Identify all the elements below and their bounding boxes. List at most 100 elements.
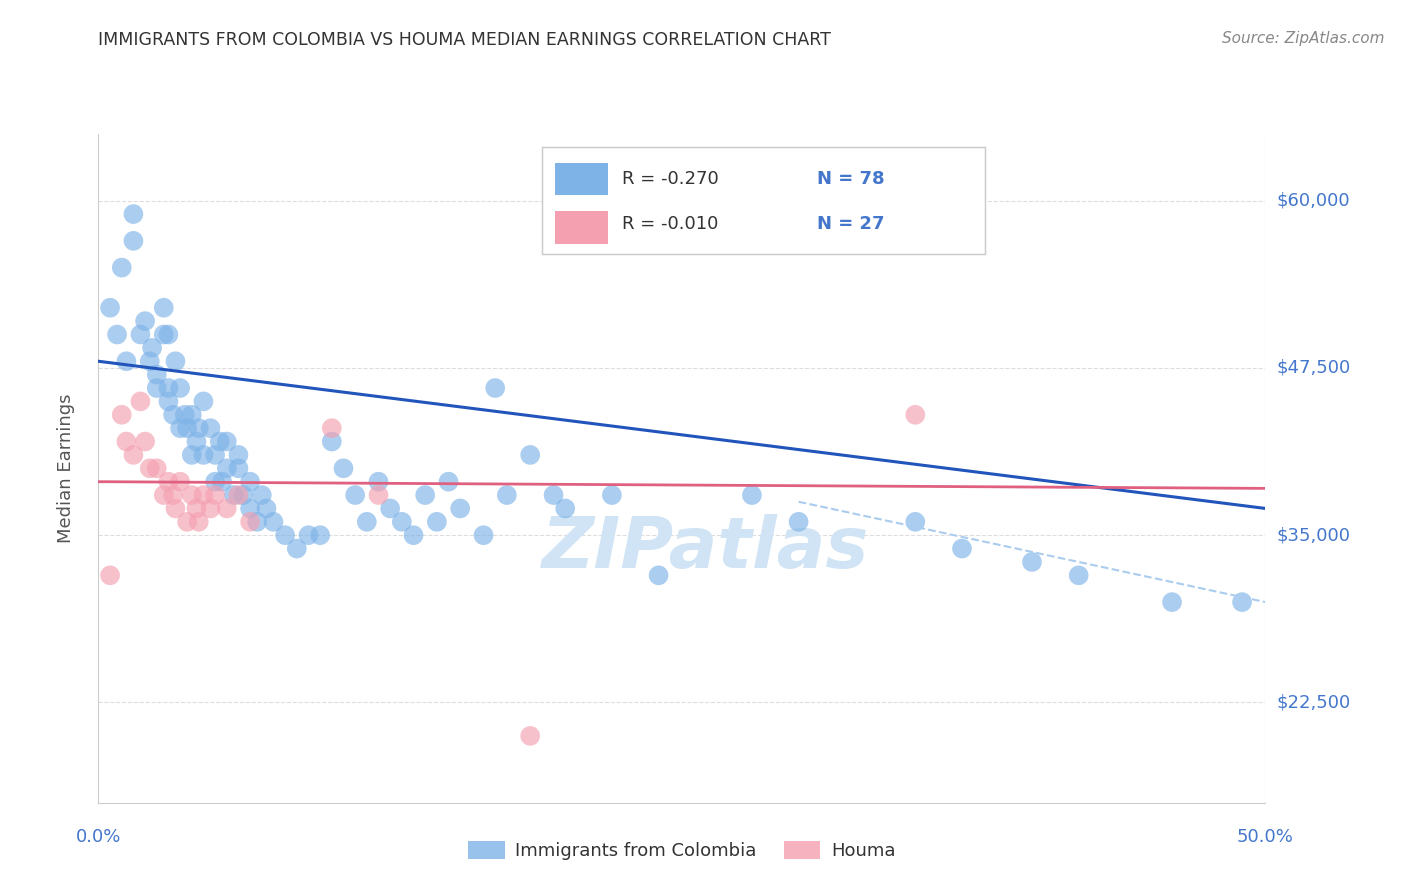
Point [98, 301, 121, 315]
Point [332, 461, 354, 475]
Point [741, 488, 763, 502]
Point [129, 327, 152, 342]
Point [180, 488, 202, 502]
Point [165, 501, 187, 516]
Point [200, 421, 222, 435]
Point [157, 381, 180, 395]
Point [139, 461, 162, 475]
Point [402, 528, 425, 542]
Point [111, 260, 134, 275]
Point [200, 501, 222, 516]
Point [152, 488, 174, 502]
Point [105, 327, 128, 342]
Point [228, 461, 250, 475]
Point [204, 448, 226, 462]
Point [356, 515, 378, 529]
Point [250, 488, 273, 502]
Point [437, 475, 460, 489]
Point [600, 488, 623, 502]
Point [111, 408, 134, 422]
Point [157, 394, 180, 409]
Point [173, 408, 195, 422]
Point [122, 448, 145, 462]
Point [1230, 595, 1253, 609]
Point [146, 461, 169, 475]
Point [139, 354, 162, 368]
Point [141, 341, 163, 355]
Point [187, 421, 209, 435]
Point [519, 729, 541, 743]
Text: Source: ZipAtlas.com: Source: ZipAtlas.com [1222, 31, 1385, 46]
Point [146, 381, 169, 395]
Point [239, 475, 262, 489]
Point [122, 207, 145, 221]
Point [146, 368, 169, 382]
Point [426, 515, 449, 529]
Point [367, 488, 389, 502]
Point [222, 488, 245, 502]
Point [176, 421, 198, 435]
Point [208, 434, 231, 449]
Point [215, 501, 238, 516]
Point [115, 434, 138, 449]
Point [211, 475, 233, 489]
Point [378, 501, 402, 516]
Point [204, 475, 226, 489]
Point [180, 408, 202, 422]
Point [274, 528, 297, 542]
Point [169, 381, 191, 395]
Point [1021, 555, 1043, 569]
Point [1161, 595, 1184, 609]
Point [162, 408, 184, 422]
Point [157, 475, 180, 489]
Point [543, 488, 565, 502]
Point [484, 381, 506, 395]
Point [215, 434, 238, 449]
Point [239, 515, 262, 529]
Point [904, 408, 927, 422]
Point [204, 488, 226, 502]
Point [228, 488, 250, 502]
Point [239, 501, 262, 516]
Point [122, 234, 145, 248]
Point [297, 528, 319, 542]
Point [187, 515, 209, 529]
Point [367, 475, 389, 489]
Point [165, 354, 187, 368]
Point [950, 541, 973, 556]
Point [152, 301, 174, 315]
Point [98, 568, 121, 582]
Point [495, 488, 517, 502]
Point [246, 515, 269, 529]
Point [321, 421, 343, 435]
Point [256, 501, 278, 516]
Y-axis label: Median Earnings: Median Earnings [56, 393, 75, 543]
Point [904, 515, 927, 529]
Text: $60,000: $60,000 [1277, 192, 1350, 210]
Point [554, 501, 576, 516]
Point [1067, 568, 1090, 582]
Text: ZIPatlas: ZIPatlas [541, 514, 869, 583]
Point [309, 528, 332, 542]
Point [169, 475, 191, 489]
Text: 0.0%: 0.0% [76, 828, 121, 846]
Text: IMMIGRANTS FROM COLOMBIA VS HOUMA MEDIAN EARNINGS CORRELATION CHART: IMMIGRANTS FROM COLOMBIA VS HOUMA MEDIAN… [98, 31, 831, 49]
Point [232, 488, 254, 502]
Point [115, 354, 138, 368]
Point [186, 434, 208, 449]
Point [391, 515, 413, 529]
Point [152, 327, 174, 342]
Text: $35,000: $35,000 [1277, 526, 1351, 544]
Point [193, 394, 215, 409]
Text: $22,500: $22,500 [1277, 693, 1351, 712]
Text: $47,500: $47,500 [1277, 359, 1351, 377]
Point [129, 394, 152, 409]
Point [321, 434, 343, 449]
Point [285, 541, 308, 556]
Point [176, 515, 198, 529]
Point [193, 488, 215, 502]
Point [157, 327, 180, 342]
Point [162, 488, 184, 502]
Point [449, 501, 471, 516]
Point [193, 448, 215, 462]
